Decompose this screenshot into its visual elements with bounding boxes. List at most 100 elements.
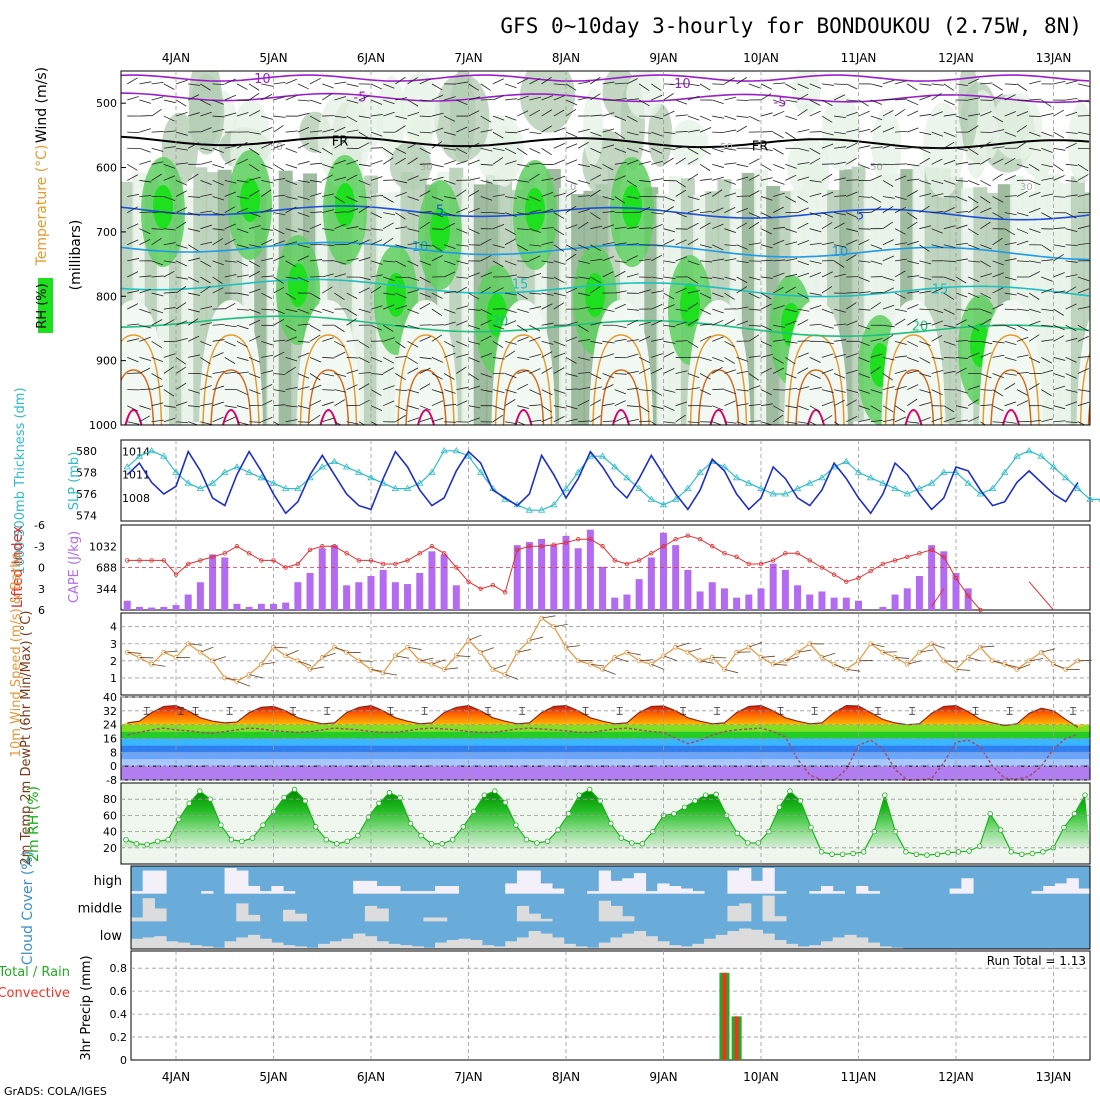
wind-barb-10m bbox=[480, 647, 495, 653]
wind-barb bbox=[992, 389, 1003, 397]
wind-barb bbox=[248, 357, 261, 363]
slp-frame bbox=[120, 439, 1091, 522]
temp-contour-30 bbox=[121, 369, 155, 425]
wind-barb bbox=[919, 373, 932, 377]
wind-barb bbox=[358, 399, 370, 407]
wind-barb bbox=[1065, 131, 1078, 134]
wind-barb bbox=[821, 241, 834, 246]
wind-barb bbox=[553, 95, 566, 101]
wind-barb bbox=[529, 353, 542, 358]
cloud-bar-low bbox=[809, 945, 822, 949]
wind-barb bbox=[310, 259, 323, 262]
wind-barb bbox=[858, 145, 871, 149]
wind-barb bbox=[419, 211, 432, 213]
wind-barb bbox=[1077, 276, 1090, 282]
wind-barb bbox=[626, 255, 638, 262]
wind-barb bbox=[1077, 115, 1090, 117]
wind-barb bbox=[955, 308, 968, 312]
wind-barb bbox=[614, 400, 626, 407]
wind-barb bbox=[346, 129, 359, 133]
wind-barb bbox=[907, 340, 919, 347]
wind-barb bbox=[1089, 405, 1090, 407]
wind-barb bbox=[456, 160, 468, 165]
wind-barb bbox=[492, 212, 505, 215]
wind-barb bbox=[151, 260, 164, 266]
wind-barb bbox=[626, 196, 639, 199]
wind-barb bbox=[992, 237, 1003, 246]
wind-barb bbox=[407, 99, 419, 107]
cape-bar bbox=[367, 576, 375, 610]
cape-bar bbox=[733, 597, 741, 610]
wind-barb bbox=[212, 276, 223, 284]
wind-barb bbox=[1004, 131, 1017, 137]
wind-barb bbox=[1004, 401, 1017, 407]
wind-barb bbox=[773, 163, 785, 170]
wind-barb bbox=[1053, 244, 1066, 248]
wind-barb bbox=[309, 147, 322, 154]
wind-barb bbox=[1065, 163, 1078, 166]
wind-barb bbox=[1004, 383, 1016, 390]
wind-barb bbox=[858, 196, 871, 198]
wind-barb bbox=[139, 336, 151, 342]
wind-barb bbox=[212, 99, 224, 105]
temp-tick-label: 40 bbox=[103, 691, 117, 704]
cloud-bar-high bbox=[552, 888, 565, 894]
wind-barb bbox=[175, 320, 188, 326]
wind-barb bbox=[1089, 132, 1090, 133]
slp-line bbox=[126, 449, 1079, 515]
cloud-bar-high bbox=[1054, 883, 1068, 894]
wind-barb bbox=[809, 99, 821, 106]
wind-barb bbox=[931, 320, 943, 326]
wind-barb bbox=[700, 323, 713, 326]
wind-barb bbox=[492, 157, 504, 165]
wind-barb bbox=[1053, 227, 1066, 230]
wind-barb bbox=[748, 221, 760, 230]
wind-barb bbox=[1016, 400, 1028, 407]
cloud-frame bbox=[130, 865, 1091, 950]
lifted-index-point bbox=[441, 551, 447, 556]
boundary-layer-arch bbox=[121, 300, 166, 425]
wind-barb bbox=[638, 405, 650, 413]
wind-barb bbox=[407, 131, 420, 137]
cloud-bar-low bbox=[633, 931, 647, 949]
wind-barb bbox=[517, 110, 529, 117]
wind-barb bbox=[760, 354, 773, 358]
wind-barb bbox=[773, 180, 785, 185]
wind-barb bbox=[638, 99, 650, 107]
rh-tick-label: 40 bbox=[103, 826, 117, 839]
lifted-index-point bbox=[600, 544, 605, 549]
wind-barb bbox=[955, 115, 968, 121]
wind-barb bbox=[1029, 98, 1042, 101]
wind-barb bbox=[297, 228, 310, 233]
wind-barb bbox=[346, 83, 359, 87]
wind-barb bbox=[1028, 163, 1040, 171]
wind-barb bbox=[675, 212, 688, 218]
wind-barb bbox=[529, 228, 541, 233]
wind-barb bbox=[712, 421, 723, 425]
wind-barb bbox=[517, 308, 529, 313]
pressure-tick-label: 500 bbox=[96, 97, 117, 110]
thickness-point bbox=[221, 468, 229, 475]
cape-bar bbox=[940, 551, 948, 610]
wind-barb bbox=[785, 131, 796, 140]
temp-contour-label: 10 bbox=[412, 240, 429, 255]
lifted-index-point bbox=[868, 568, 873, 574]
cloud-bar-high bbox=[201, 891, 214, 894]
wind-barb bbox=[541, 76, 552, 85]
wind-barb bbox=[748, 292, 760, 299]
wind-barb bbox=[602, 420, 615, 423]
wind-barb bbox=[261, 257, 274, 262]
wind-barb bbox=[468, 110, 480, 117]
wind-barb bbox=[602, 81, 615, 85]
temp-contour-25 bbox=[689, 334, 748, 425]
wind-barb bbox=[419, 190, 431, 197]
thickness-point bbox=[184, 479, 192, 486]
wind-barb bbox=[700, 260, 713, 263]
wind-barb bbox=[651, 290, 664, 294]
wind-barb bbox=[736, 286, 747, 294]
cloud-bar-low bbox=[610, 937, 623, 949]
wind-barb bbox=[212, 115, 225, 118]
wind-barb bbox=[712, 207, 724, 213]
cape-bar bbox=[769, 563, 777, 610]
wind-barb bbox=[431, 357, 444, 363]
